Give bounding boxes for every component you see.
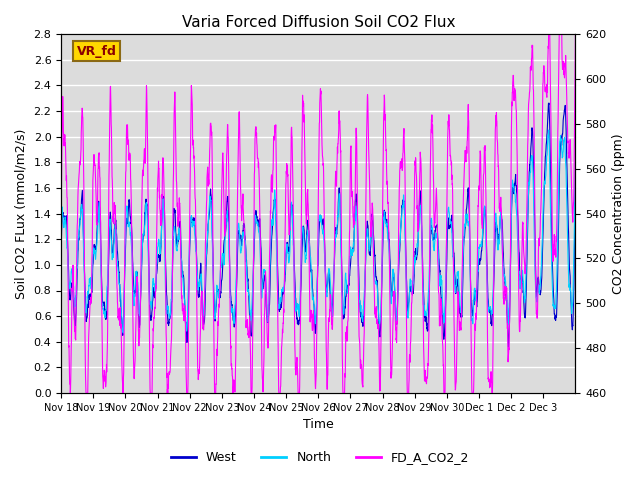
- X-axis label: Time: Time: [303, 419, 333, 432]
- North: [564, 274, 572, 280]
- North: [572, 159, 579, 165]
- West: [504, 344, 512, 350]
- Line: North: North: [61, 130, 575, 333]
- West: [109, 251, 116, 256]
- FD_A_CO2_2: [349, 214, 357, 220]
- West: [572, 169, 579, 175]
- North: [109, 252, 116, 258]
- Y-axis label: CO2 Concentration (ppm): CO2 Concentration (ppm): [612, 133, 625, 294]
- Line: West: West: [61, 103, 575, 347]
- FD_A_CO2_2: [564, 150, 572, 156]
- North: [349, 249, 357, 255]
- West: [473, 304, 481, 310]
- FD_A_CO2_2: [67, 390, 74, 396]
- Text: VR_fd: VR_fd: [77, 45, 116, 58]
- North: [545, 127, 552, 133]
- West: [502, 292, 509, 298]
- North: [473, 283, 481, 288]
- FD_A_CO2_2: [473, 275, 481, 281]
- Title: Varia Forced Diffusion Soil CO2 Flux: Varia Forced Diffusion Soil CO2 Flux: [182, 15, 455, 30]
- North: [120, 330, 127, 336]
- Line: FD_A_CO2_2: FD_A_CO2_2: [61, 23, 575, 393]
- FD_A_CO2_2: [220, 192, 228, 198]
- West: [349, 245, 356, 251]
- FD_A_CO2_2: [58, 203, 65, 208]
- North: [502, 287, 510, 292]
- West: [58, 246, 65, 252]
- FD_A_CO2_2: [109, 207, 116, 213]
- North: [220, 258, 228, 264]
- FD_A_CO2_2: [502, 292, 510, 298]
- West: [545, 100, 553, 106]
- West: [220, 252, 227, 257]
- Legend: West, North, FD_A_CO2_2: West, North, FD_A_CO2_2: [166, 446, 474, 469]
- FD_A_CO2_2: [545, 20, 553, 25]
- North: [58, 224, 65, 229]
- Y-axis label: Soil CO2 FLux (mmol/m2/s): Soil CO2 FLux (mmol/m2/s): [15, 128, 28, 299]
- FD_A_CO2_2: [572, 26, 579, 32]
- West: [564, 229, 572, 235]
